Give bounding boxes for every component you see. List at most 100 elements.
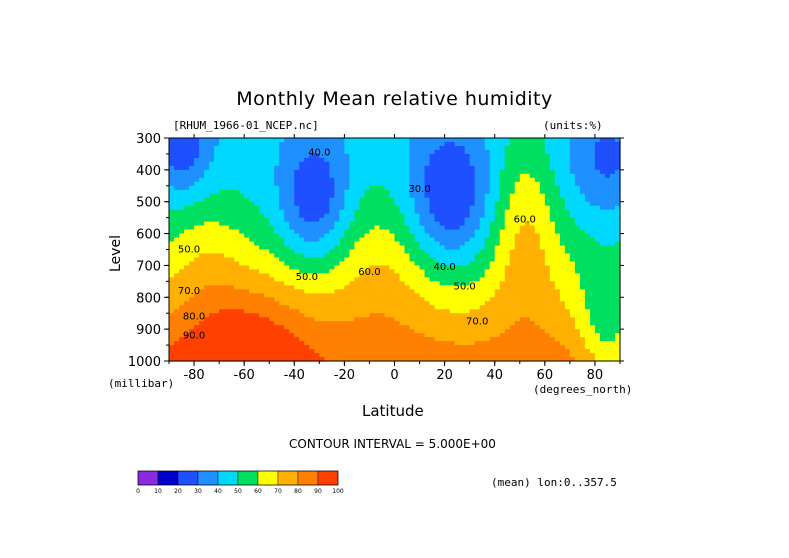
contour-cell <box>189 321 195 326</box>
contour-cell <box>529 281 536 286</box>
contour-cell <box>349 193 356 199</box>
contour-cell <box>189 341 195 346</box>
contour-cell <box>474 325 481 330</box>
contour-cell <box>409 321 416 326</box>
contour-cell <box>569 141 576 147</box>
contour-cell <box>409 309 416 314</box>
contour-cell <box>419 157 426 163</box>
contour-cell <box>439 185 446 191</box>
contour-cell <box>254 293 260 298</box>
contour-cell <box>479 277 486 282</box>
contour-cell <box>564 161 571 167</box>
contour-cell <box>304 209 310 215</box>
contour-cell <box>459 341 466 346</box>
contour-cell <box>209 153 215 159</box>
contour-cell <box>594 257 601 263</box>
contour-cell <box>374 305 381 310</box>
contour-cell <box>214 173 220 179</box>
contour-cell <box>584 177 591 183</box>
contour-cell <box>224 253 230 259</box>
contour-cell <box>524 141 531 147</box>
contour-cell <box>464 277 471 282</box>
contour-cell <box>474 145 481 151</box>
contour-cell <box>469 305 476 310</box>
contour-cell <box>494 325 501 330</box>
contour-cell <box>244 145 250 151</box>
contour-cell <box>209 269 215 274</box>
contour-cell <box>264 357 270 362</box>
contour-cell <box>459 161 466 167</box>
contour-cell <box>569 281 576 286</box>
contour-cell <box>169 241 175 247</box>
contour-cell <box>189 153 195 159</box>
contour-cell <box>244 193 250 199</box>
contour-cell <box>569 305 576 310</box>
contour-cell <box>199 145 205 151</box>
contour-cell <box>174 301 180 306</box>
contour-cell <box>519 289 526 294</box>
contour-cell <box>464 165 471 171</box>
contour-cell <box>364 309 371 314</box>
contour-cell <box>589 225 596 231</box>
contour-cell <box>584 153 591 159</box>
contour-cell <box>559 337 566 342</box>
contour-cell <box>524 249 531 255</box>
contour-cell <box>369 217 376 223</box>
contour-cell <box>259 217 265 223</box>
contour-cell <box>549 181 556 187</box>
contour-cell <box>279 357 285 362</box>
contour-cell <box>399 317 406 322</box>
contour-cell <box>434 349 441 354</box>
contour-cell <box>244 257 250 263</box>
contour-cell <box>464 201 471 207</box>
contour-cell <box>199 245 205 251</box>
contour-cell <box>214 249 220 255</box>
contour-cell <box>324 289 330 294</box>
contour-cell <box>564 177 571 183</box>
contour-cell <box>514 349 521 354</box>
contour-cell <box>254 169 260 175</box>
contour-cell <box>359 169 366 175</box>
contour-cell <box>599 261 606 267</box>
contour-cell <box>264 205 270 211</box>
contour-cell <box>399 221 406 227</box>
contour-cell <box>319 345 325 350</box>
contour-cell <box>294 285 300 290</box>
contour-cell <box>609 357 616 362</box>
contour-cell <box>419 353 426 358</box>
contour-cell <box>374 281 381 286</box>
contour-cell <box>419 337 426 342</box>
contour-cell <box>579 329 586 334</box>
contour-cell <box>514 245 521 251</box>
contour-cell <box>569 161 576 167</box>
contour-cell <box>329 289 335 294</box>
contour-cell <box>209 285 215 290</box>
contour-cell <box>274 189 280 195</box>
contour-cell <box>304 285 310 290</box>
contour-cell <box>199 249 205 255</box>
contour-cell <box>589 141 596 147</box>
contour-cell <box>184 193 190 199</box>
contour-cell <box>399 337 406 342</box>
contour-cell <box>214 149 220 155</box>
contour-cell <box>384 169 391 175</box>
contour-cell <box>409 313 416 318</box>
contour-cell <box>519 249 526 255</box>
contour-cell <box>579 233 586 239</box>
contour-cell <box>439 321 446 326</box>
contour-cell <box>199 177 205 183</box>
contour-cell <box>564 253 571 259</box>
contour-cell <box>464 177 471 183</box>
contour-cell <box>539 345 546 350</box>
contour-cell <box>294 257 300 263</box>
contour-cell <box>564 205 571 211</box>
contour-cell <box>489 357 496 362</box>
contour-cell <box>569 225 576 231</box>
contour-cell <box>454 269 461 274</box>
contour-cell <box>584 149 591 155</box>
contour-cell <box>264 217 270 223</box>
contour-cell <box>239 221 245 227</box>
contour-cell <box>189 138 195 143</box>
contour-cell <box>314 209 320 215</box>
contour-cell <box>229 229 235 235</box>
